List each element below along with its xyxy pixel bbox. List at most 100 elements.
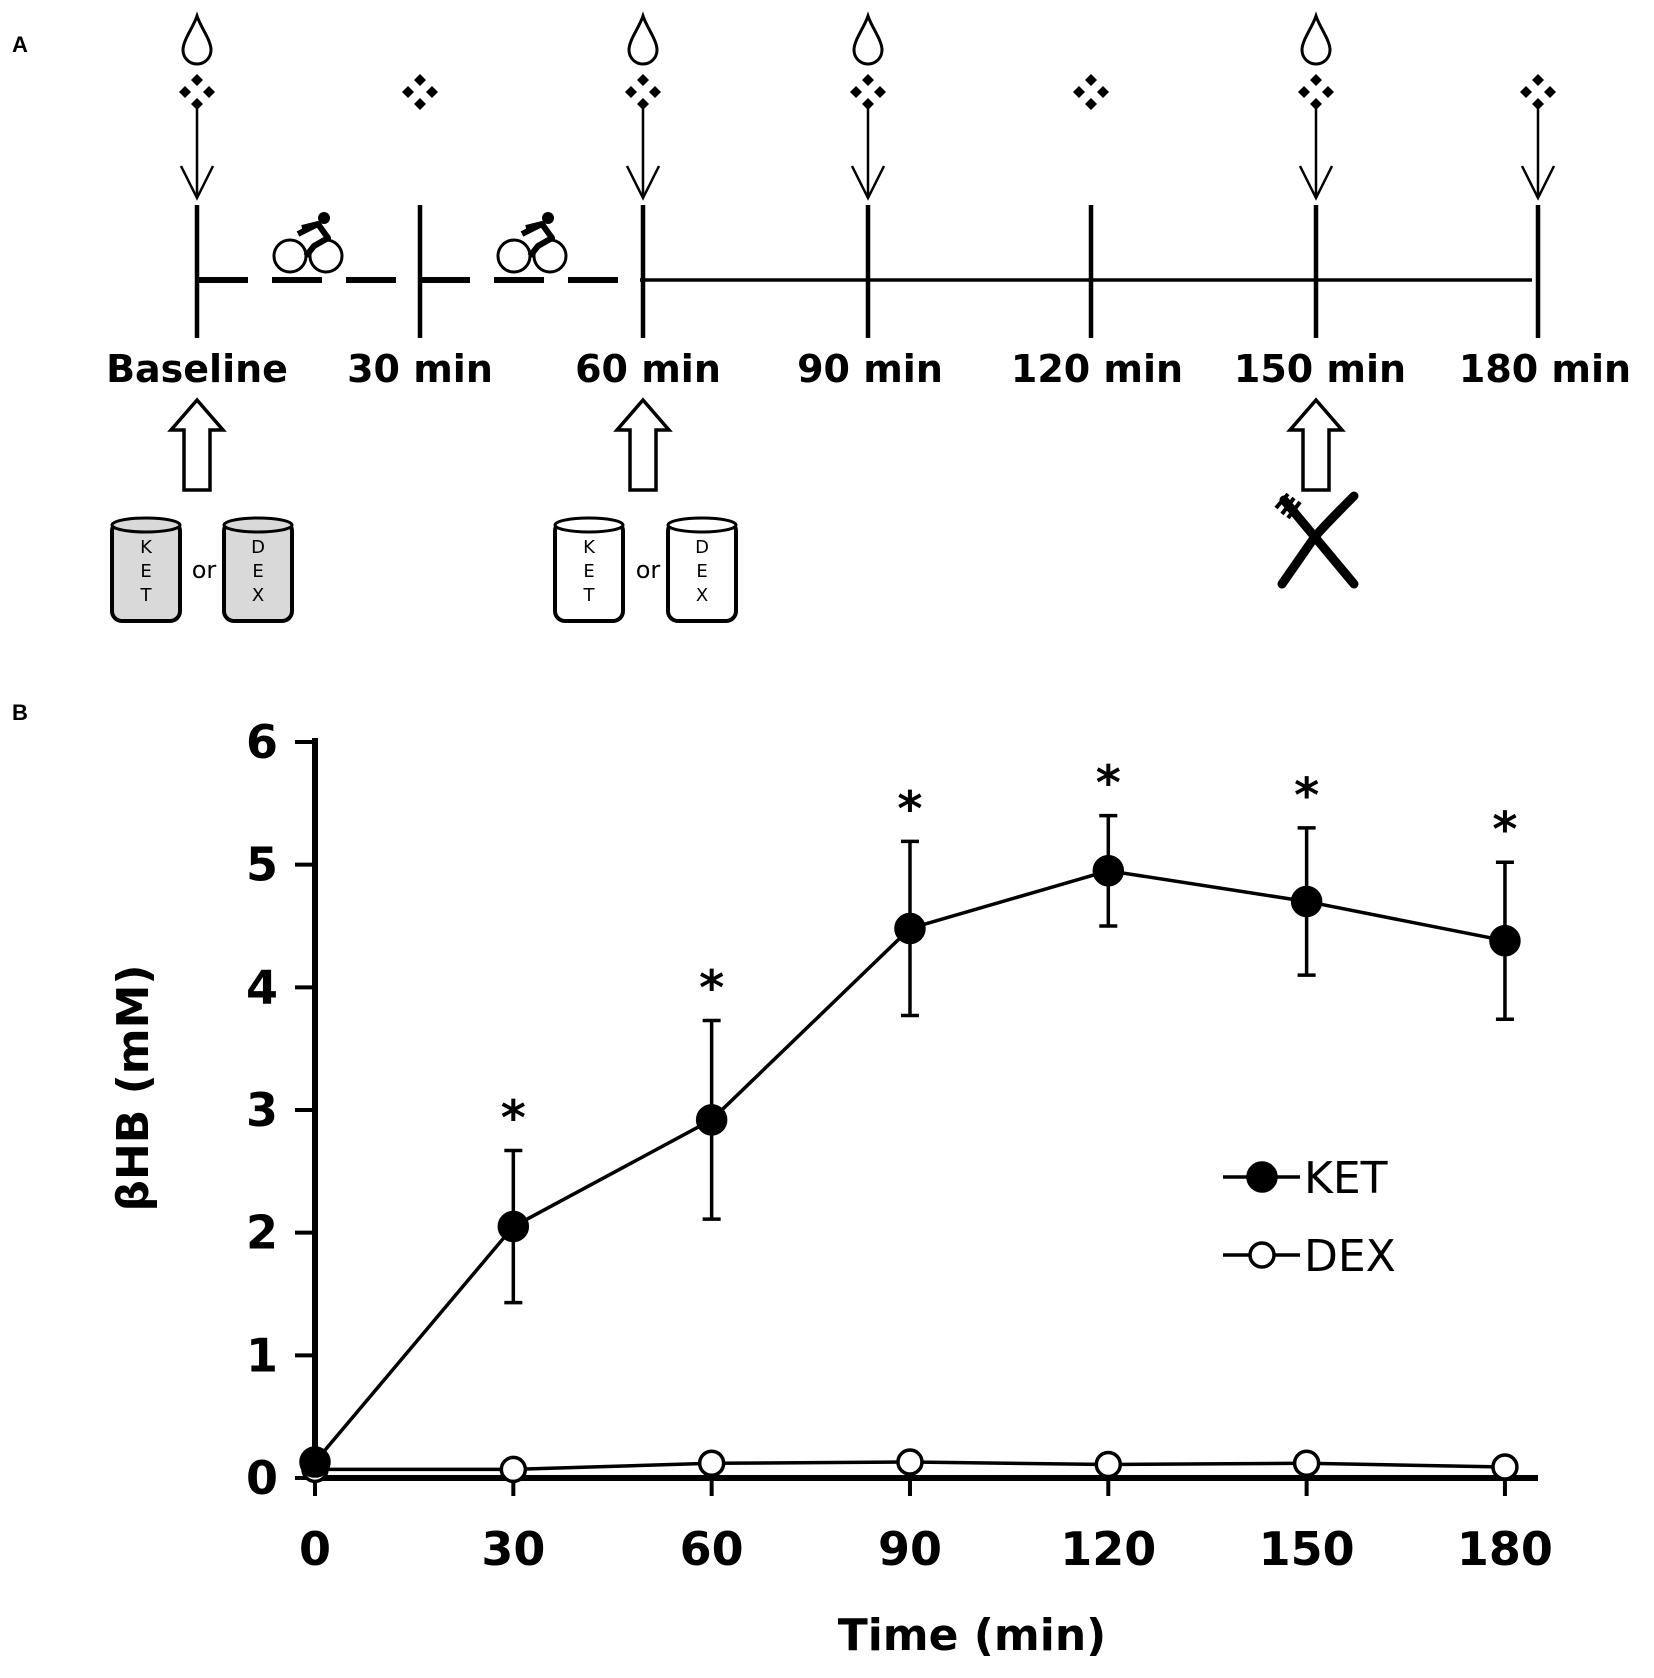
can-top (222, 516, 294, 534)
label-180-min: 180 min (1459, 347, 1631, 391)
legend-marker (1248, 1241, 1276, 1269)
legend-label: DEX (1304, 1231, 1396, 1282)
series-ket (299, 813, 1521, 1478)
x-tick-label: 30 (481, 1522, 545, 1576)
data-point (1292, 1449, 1321, 1478)
y-tick-label: 2 (246, 1206, 278, 1260)
can-letter: K (583, 537, 596, 558)
blood-drop-icon (1300, 14, 1332, 66)
up-arrow-icon (615, 398, 671, 492)
data-point (695, 1104, 728, 1136)
legend-item-dex: DEX (1223, 1231, 1396, 1282)
y-tick-label: 1 (246, 1328, 278, 1382)
legend-label: KET (1304, 1153, 1388, 1204)
label-baseline: Baseline (106, 347, 288, 391)
significance-star: * (699, 960, 724, 1016)
can-top (666, 516, 738, 534)
label-120-min: 120 min (1011, 347, 1183, 391)
can-letter: E (140, 561, 151, 582)
down-arrow-icon (179, 106, 215, 200)
data-point (497, 1210, 530, 1243)
diamond-cluster-icon (1073, 74, 1109, 110)
label-90-min: 90 min (797, 347, 943, 391)
cyclist-icon (498, 212, 566, 272)
data-point (896, 1448, 924, 1476)
y-tick-label: 6 (246, 715, 278, 769)
can-letter: X (252, 585, 264, 606)
data-point (1092, 855, 1125, 887)
can-top (553, 516, 625, 534)
can-letter: T (583, 585, 596, 606)
data-point (1491, 1453, 1519, 1481)
diamond-cluster-icon (850, 74, 886, 110)
x-axis-title: Time (min) (838, 1610, 1107, 1661)
blood-drop-icon (627, 14, 659, 66)
significance-star: * (1492, 802, 1517, 858)
diamond-cluster-icon (1298, 74, 1334, 110)
fork-knife-icon (1276, 494, 1354, 584)
x-tick-label: 180 (1457, 1522, 1553, 1576)
can-letter: X (696, 585, 708, 606)
panel-b-letter: B (12, 700, 28, 725)
up-arrow-icon (169, 398, 225, 492)
down-arrow-icon (1298, 106, 1334, 200)
chart-legend: KET DEX (1223, 1153, 1396, 1282)
ket-can-icon: KET (553, 516, 625, 623)
ket-can-icon: KET (110, 516, 182, 623)
can-top (110, 516, 182, 534)
down-arrow-icon (850, 106, 886, 200)
data-point (697, 1449, 726, 1478)
significance-markers: * * * * * * (501, 756, 1518, 1147)
can-letter: K (140, 537, 153, 558)
down-arrow-icon (1520, 106, 1556, 200)
x-tick-label: 150 (1259, 1522, 1355, 1576)
data-point (894, 912, 926, 945)
x-tick-label: 120 (1060, 1522, 1156, 1576)
legend-item-ket: KET (1223, 1153, 1388, 1204)
dex-can-icon: DEX (666, 516, 738, 623)
significance-star: * (897, 781, 922, 837)
diamond-cluster-icon (402, 74, 438, 110)
significance-star: * (1096, 756, 1121, 812)
y-tick-label: 5 (246, 838, 278, 892)
significance-star: * (1294, 768, 1319, 824)
panel-a-letter: A (12, 32, 28, 57)
can-letter: E (696, 561, 707, 582)
study-timeline: Baseline 30 min 60 min 90 min 120 min 15… (106, 14, 1631, 584)
cyclist-icon (274, 212, 342, 272)
label-60-min: 60 min (575, 347, 721, 391)
y-tick-label: 4 (246, 960, 278, 1014)
chart-axes (312, 738, 1538, 1481)
dex-can-icon: DEX (222, 516, 294, 623)
data-point (1489, 924, 1521, 957)
up-arrow-icon (1288, 398, 1344, 492)
y-tick-label: 0 (246, 1451, 278, 1505)
label-30-min: 30 min (347, 347, 493, 391)
or-text: or (192, 556, 217, 584)
data-point (499, 1455, 528, 1484)
x-tick-label: 90 (878, 1522, 942, 1576)
x-tick-label: 0 (299, 1522, 331, 1576)
legend-marker (1246, 1161, 1278, 1193)
can-letter: D (695, 537, 709, 558)
blood-drop-icon (852, 14, 884, 66)
blood-drop-icon (181, 14, 213, 66)
label-150-min: 150 min (1234, 347, 1406, 391)
y-tick-label: 3 (246, 1083, 278, 1137)
diamond-cluster-icon (179, 74, 215, 110)
diamond-cluster-icon (625, 74, 661, 110)
y-axis-title: βHB (mM) (108, 964, 159, 1211)
can-letter: E (583, 561, 594, 582)
x-tick-label: 60 (680, 1522, 744, 1576)
data-point (1290, 885, 1323, 918)
data-point (299, 1446, 331, 1478)
chart-series (299, 813, 1521, 1484)
can-letter: D (251, 537, 265, 558)
data-point (1094, 1450, 1123, 1479)
or-text: or (636, 556, 661, 584)
down-arrow-icon (625, 106, 661, 200)
